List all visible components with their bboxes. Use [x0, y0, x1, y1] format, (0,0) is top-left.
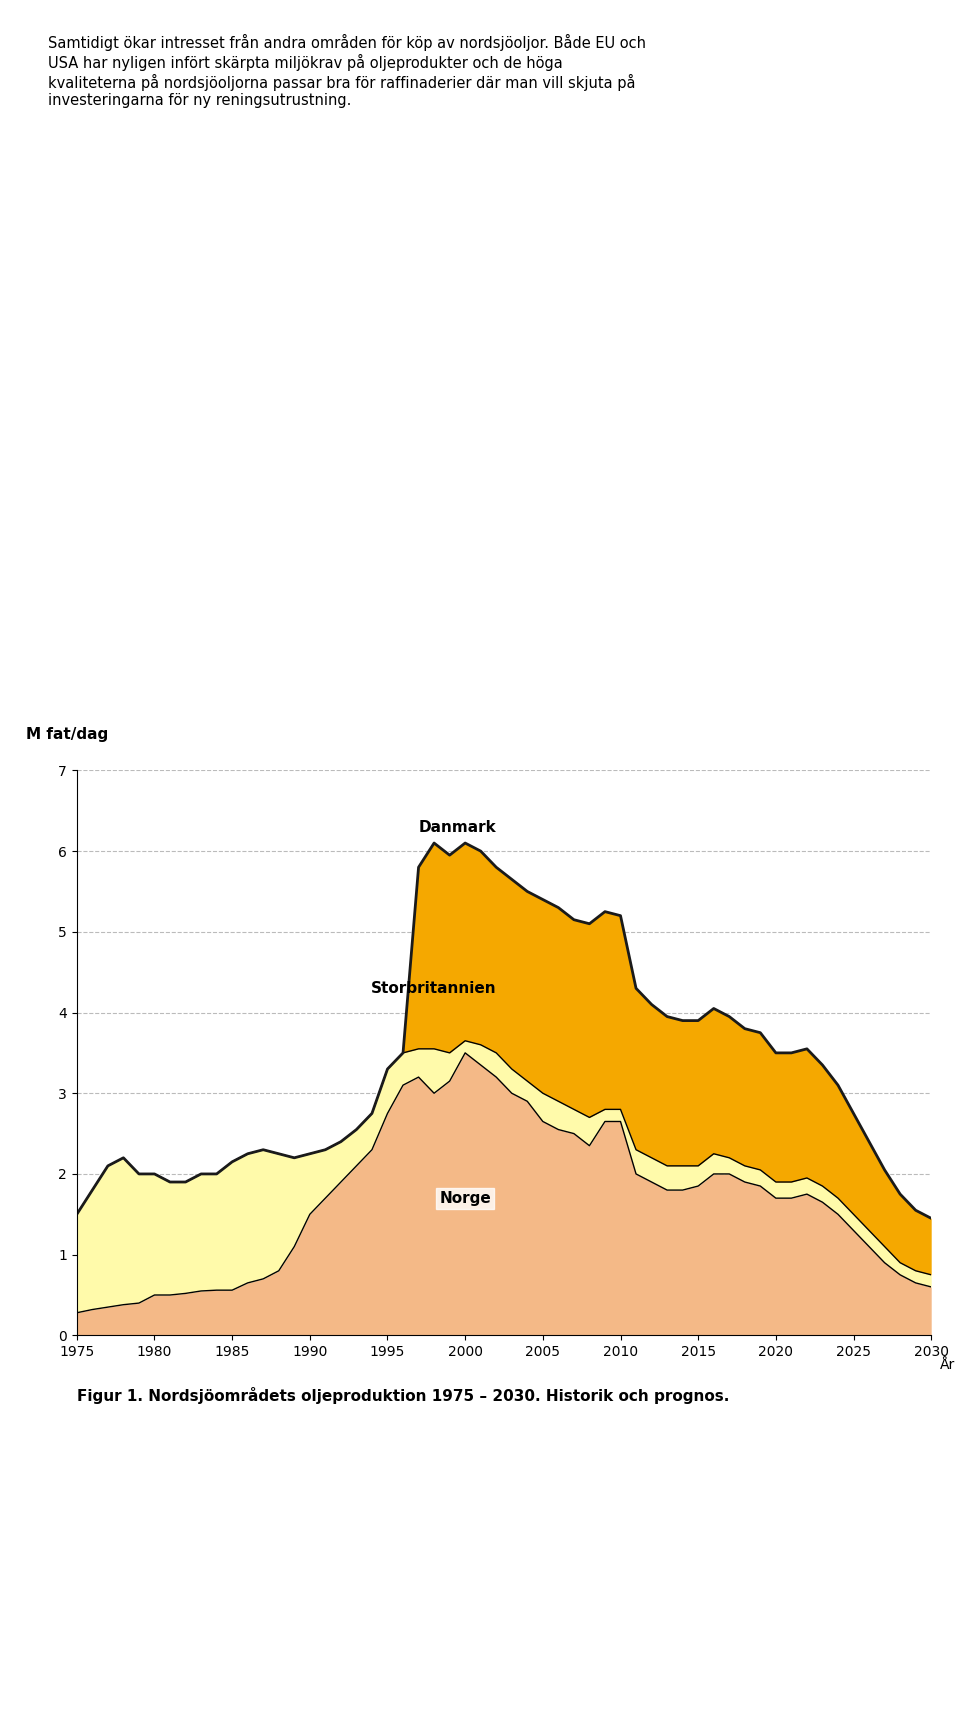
Text: Samtidigt ökar intresset från andra områden för köp av nordsjöoljor. Både EU och: Samtidigt ökar intresset från andra områ… — [48, 34, 646, 108]
Text: Danmark: Danmark — [419, 820, 496, 835]
Text: Figur 1. Nordsjöområdets oljeproduktion 1975 – 2030. Historik och prognos.: Figur 1. Nordsjöområdets oljeproduktion … — [77, 1387, 730, 1404]
Text: År: År — [940, 1358, 955, 1371]
Text: Storbritannien: Storbritannien — [372, 981, 497, 996]
Text: Norge: Norge — [440, 1190, 491, 1205]
Text: M fat/dag: M fat/dag — [26, 728, 108, 743]
